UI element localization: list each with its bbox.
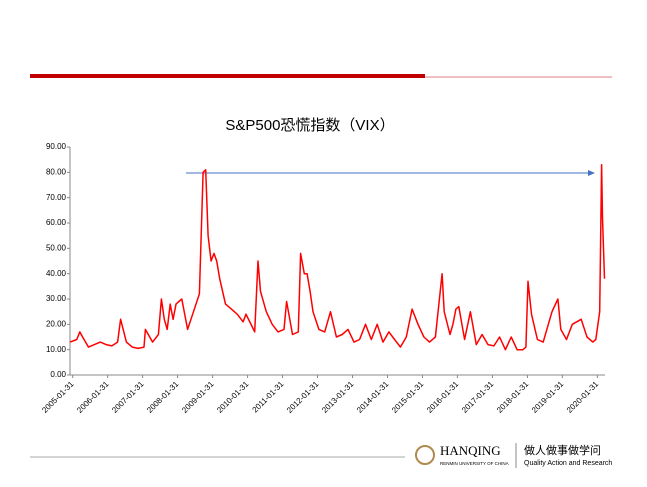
brand: HANQING bbox=[440, 443, 501, 458]
x-tick-label: 2007-01-31 bbox=[110, 379, 146, 415]
chart-title: S&P500恐慌指数（VIX） bbox=[225, 117, 394, 134]
y-tick-label: 40.00 bbox=[46, 269, 67, 278]
plot: 0.00 10.00 20.00 30.00 40.00 50.00 60.00 70.00 8… bbox=[40, 142, 606, 415]
y-tick-label: 0.00 bbox=[50, 370, 66, 379]
x-tick-label: 2008-01-31 bbox=[145, 379, 181, 415]
x-tick-label: 2014-01-31 bbox=[355, 379, 391, 415]
x-tick-label: 2018-01-31 bbox=[495, 379, 531, 415]
x-tick-label: 2012-01-31 bbox=[285, 379, 321, 415]
brand-sub: RENMIN UNIVERSITY OF CHINA bbox=[440, 461, 509, 466]
x-tick-label: 2016-01-31 bbox=[425, 379, 461, 415]
y-tick-label: 50.00 bbox=[46, 243, 67, 252]
y-tick-label: 30.00 bbox=[46, 294, 67, 303]
x-tick-label: 2013-01-31 bbox=[320, 379, 356, 415]
y-tick-label: 80.00 bbox=[46, 167, 67, 176]
x-tick-label: 2010-01-31 bbox=[215, 379, 251, 415]
motto: 做人做事做学问 bbox=[524, 443, 601, 457]
arrow-head bbox=[588, 170, 595, 176]
x-tick-label: 2017-01-31 bbox=[460, 379, 496, 415]
y-tick-label: 20.00 bbox=[46, 319, 67, 328]
x-tick-label: 2005-01-31 bbox=[40, 379, 76, 415]
vix-line bbox=[69, 163, 606, 351]
x-tick-label: 2015-01-31 bbox=[390, 379, 426, 415]
y-tick-label: 90.00 bbox=[46, 142, 67, 151]
y-tick-label: 70.00 bbox=[46, 193, 67, 202]
y-tick-label: 10.00 bbox=[46, 345, 67, 354]
x-tick-label: 2020-01-31 bbox=[565, 379, 601, 415]
motto-en: Quality Action and Research bbox=[524, 460, 612, 467]
x-tick-label: 2019-01-31 bbox=[530, 379, 566, 415]
x-tick-label: 2006-01-31 bbox=[75, 379, 111, 415]
x-tick-label: 2011-01-31 bbox=[251, 379, 286, 414]
logo-mark bbox=[415, 445, 435, 465]
y-tick-label: 60.00 bbox=[46, 218, 67, 227]
x-tick-label: 2009-01-31 bbox=[180, 379, 216, 415]
